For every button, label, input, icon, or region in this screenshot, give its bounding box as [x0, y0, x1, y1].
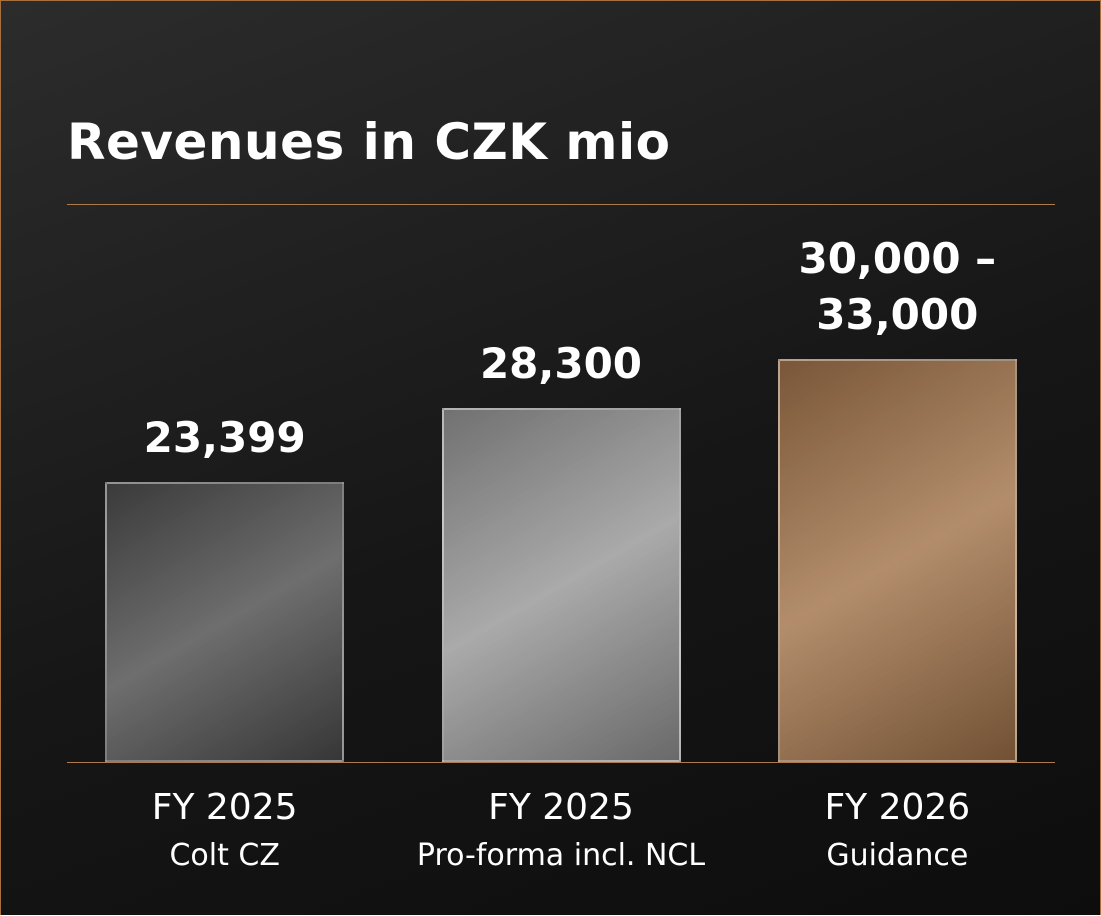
x-tick-sublabel: Colt CZ [169, 838, 280, 873]
bar [105, 482, 345, 762]
baseline [67, 762, 1055, 763]
value-label: 23,399 [143, 413, 306, 463]
x-tick-label: FY 2025 [488, 787, 634, 828]
bar [441, 407, 681, 762]
value-label: 30,000 – 33,000 [798, 233, 997, 339]
title-rule [67, 204, 1055, 205]
value-label: 28,300 [479, 338, 643, 388]
chart-title: Revenues in CZK mio [67, 113, 671, 171]
x-tick-label: FY 2026 [824, 787, 971, 828]
bar [777, 358, 1017, 762]
x-tick-sublabel: Guidance [826, 838, 969, 873]
x-tick-label: FY 2025 [151, 787, 298, 828]
x-tick-sublabel: Pro-forma incl. NCL [416, 838, 706, 873]
